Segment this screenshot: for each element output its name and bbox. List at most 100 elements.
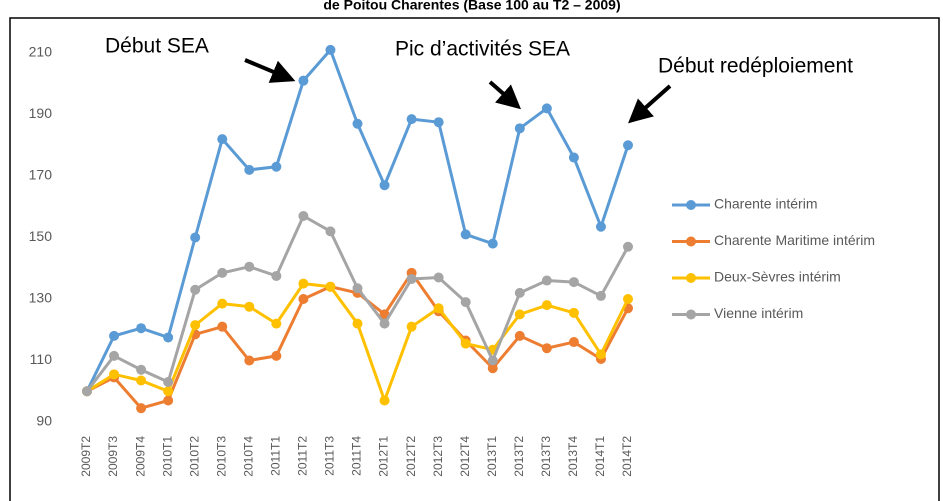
data-point bbox=[514, 330, 525, 341]
data-point bbox=[271, 161, 282, 172]
chart-title: de Poitou Charentes (Base 100 au T2 – 20… bbox=[323, 0, 620, 13]
data-point bbox=[244, 355, 255, 366]
x-tick-label: 2014T2 bbox=[620, 436, 634, 477]
data-point bbox=[325, 226, 336, 237]
data-point bbox=[190, 232, 201, 243]
data-point bbox=[406, 321, 417, 332]
x-tick-label: 2012T1 bbox=[377, 436, 391, 477]
data-point bbox=[379, 180, 390, 191]
data-point bbox=[541, 300, 552, 311]
data-point bbox=[433, 272, 444, 283]
data-point bbox=[541, 275, 552, 286]
data-point bbox=[325, 44, 336, 55]
data-point bbox=[352, 318, 363, 329]
x-tick-label: 2013T3 bbox=[539, 436, 553, 477]
data-point bbox=[298, 278, 309, 289]
data-point bbox=[244, 261, 255, 272]
data-point bbox=[82, 386, 92, 397]
chart-border bbox=[9, 17, 940, 501]
data-point bbox=[244, 164, 255, 175]
data-point bbox=[217, 298, 228, 309]
data-point bbox=[568, 307, 579, 318]
data-point bbox=[433, 303, 444, 314]
x-tick-label: 2011T2 bbox=[296, 436, 310, 476]
x-tick-label: 2011T4 bbox=[350, 436, 364, 476]
data-point bbox=[352, 118, 363, 129]
x-tick-label: 2010T2 bbox=[187, 436, 201, 477]
data-point bbox=[487, 355, 498, 366]
data-point bbox=[109, 330, 120, 341]
arrow bbox=[628, 84, 672, 124]
x-tick-label: 2011T3 bbox=[323, 436, 337, 476]
data-point bbox=[406, 114, 417, 125]
data-point bbox=[595, 290, 606, 301]
data-point bbox=[541, 343, 552, 354]
data-point bbox=[623, 294, 633, 304]
data-point bbox=[541, 103, 552, 114]
data-point bbox=[568, 152, 579, 163]
arrow bbox=[244, 58, 296, 83]
legend-label: Vienne intérim bbox=[714, 305, 803, 321]
y-tick-label: 130 bbox=[29, 290, 53, 306]
data-point bbox=[190, 320, 201, 331]
data-point bbox=[379, 395, 390, 406]
data-point bbox=[109, 350, 120, 361]
data-point bbox=[595, 349, 606, 360]
legend-label: Charente Maritime intérim bbox=[714, 232, 875, 248]
y-tick-label: 190 bbox=[29, 105, 53, 121]
data-point bbox=[244, 301, 255, 312]
data-point bbox=[217, 267, 228, 278]
data-point bbox=[595, 221, 606, 232]
data-point bbox=[163, 395, 174, 406]
data-point bbox=[487, 238, 498, 249]
x-tick-label: 2009T3 bbox=[106, 436, 120, 477]
data-point bbox=[433, 117, 444, 128]
x-tick-label: 2009T4 bbox=[133, 436, 147, 477]
legend-marker bbox=[686, 273, 696, 283]
data-point bbox=[514, 123, 525, 134]
x-tick-label: 2011T1 bbox=[269, 436, 283, 476]
x-tick-label: 2010T3 bbox=[214, 436, 228, 477]
data-point bbox=[298, 75, 309, 86]
data-point bbox=[163, 332, 174, 343]
data-point bbox=[217, 321, 228, 332]
data-point bbox=[271, 318, 282, 329]
x-tick-label: 2010T4 bbox=[241, 436, 255, 477]
x-tick-label: 2009T2 bbox=[79, 436, 93, 477]
data-point bbox=[352, 283, 363, 294]
data-point bbox=[163, 386, 174, 397]
y-tick-label: 210 bbox=[29, 44, 53, 60]
data-point bbox=[460, 297, 471, 308]
data-point bbox=[217, 134, 228, 145]
data-point bbox=[163, 377, 174, 388]
data-point bbox=[271, 270, 282, 281]
data-point bbox=[568, 277, 579, 288]
data-point bbox=[460, 338, 471, 349]
data-point bbox=[406, 274, 417, 285]
legend-marker bbox=[686, 200, 696, 210]
x-tick-label: 2012T4 bbox=[458, 436, 472, 477]
data-point bbox=[136, 375, 147, 386]
x-tick-label: 2012T3 bbox=[431, 436, 445, 477]
data-point bbox=[487, 363, 498, 374]
data-point bbox=[623, 140, 633, 151]
data-point bbox=[271, 350, 282, 361]
legend-marker bbox=[686, 309, 696, 320]
data-point bbox=[623, 241, 633, 252]
data-point bbox=[136, 364, 147, 375]
y-tick-label: 110 bbox=[30, 351, 53, 367]
x-tick-label: 2012T2 bbox=[404, 436, 418, 477]
data-point bbox=[190, 284, 201, 295]
data-point bbox=[298, 294, 309, 304]
data-point bbox=[136, 323, 147, 334]
annotation: Début SEA bbox=[105, 35, 209, 58]
annotation: Début redéploiement bbox=[658, 55, 853, 78]
data-point bbox=[568, 337, 579, 348]
data-point bbox=[514, 287, 525, 298]
x-tick-label: 2013T2 bbox=[512, 436, 526, 477]
x-tick-label: 2013T1 bbox=[485, 436, 499, 477]
data-point bbox=[109, 369, 120, 380]
legend-label: Deux-Sèvres intérim bbox=[714, 269, 841, 285]
annotation: Pic d’activités SEA bbox=[395, 38, 570, 61]
